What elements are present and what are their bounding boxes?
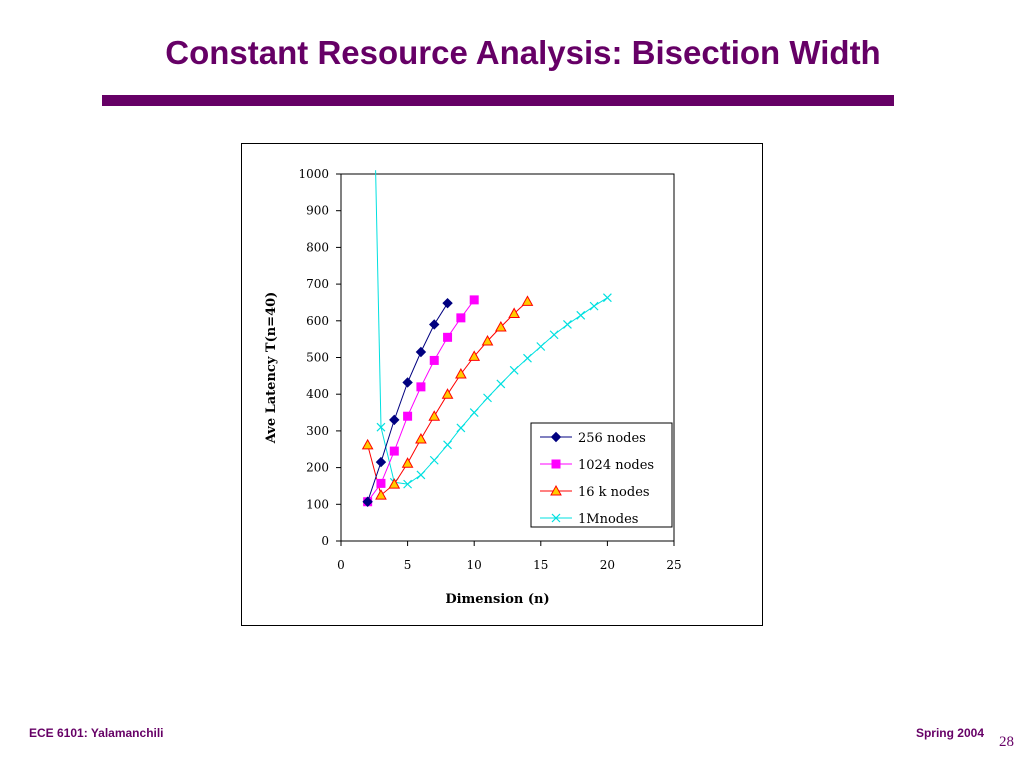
y-tick-label: 0 [321,534,329,548]
slide-title: Constant Resource Analysis: Bisection Wi… [165,34,881,71]
data-point [376,422,386,432]
data-point [362,496,373,507]
footer-course: ECE 6101: Yalamanchili [29,726,164,740]
data-point [415,346,427,358]
x-tick-label: 15 [533,558,548,572]
data-point [415,432,427,444]
data-point [441,388,454,399]
data-point [536,342,546,351]
series-16-k-nodes [361,295,534,500]
data-point [456,313,466,323]
data-point [376,478,386,488]
x-axis-label: Dimension (n) [445,592,549,607]
data-point [483,393,492,403]
data-point [402,377,413,388]
footer-term: Spring 2004 [915,726,984,740]
x-tick-label: 25 [666,558,681,572]
legend-label: 1024 nodes [578,458,654,473]
y-tick-label: 800 [306,240,329,254]
y-tick-label: 200 [306,461,329,475]
chart-frame: 0 100 200 300 400 500 600 700 800 900 1000 0 5 10 15 20… [241,143,763,626]
data-point [429,455,439,465]
x-tick-label: 20 [600,558,615,572]
data-point [389,446,399,456]
series-line [367,302,449,502]
y-axis-label: Ave Latency T(n=40) [264,292,279,445]
data-point [429,319,440,330]
y-tick-label: 700 [306,277,329,291]
data-point [416,470,426,480]
series-line [367,299,475,502]
y-tick-label: 500 [306,351,329,365]
data-point [494,321,507,332]
data-point [361,438,374,450]
x-tick-label: 0 [337,558,345,572]
y-tick-label: 100 [306,497,329,511]
data-point [469,295,479,305]
data-point [455,367,467,379]
data-point [443,332,453,342]
y-tick-label: 1000 [298,167,329,181]
data-point [523,353,532,363]
x-tick-label: 10 [467,558,482,572]
y-tick-label: 900 [306,204,329,218]
data-point [388,478,401,489]
data-point [509,365,519,375]
data-point [375,489,387,500]
legend-label: 256 nodes [578,431,646,446]
data-point [428,410,441,421]
data-point [468,350,481,361]
legend: 256 nodes 1024 nodes 16 k nodes 1Mnodes [530,422,673,528]
page-number: 28 [999,734,1014,750]
legend-marker [550,484,562,496]
legend-label: 16 k nodes [578,485,650,500]
legend-marker [551,513,561,523]
data-point [443,440,452,450]
data-point [375,456,387,468]
data-point [403,479,413,489]
legend-label: 1Mnodes [578,512,638,527]
data-point [416,382,426,392]
data-point [521,295,534,306]
data-point [456,423,466,433]
data-point [589,301,599,311]
legend-marker [551,459,561,469]
data-point [469,408,479,417]
data-point [496,379,506,389]
y-tick-label: 300 [306,424,329,438]
data-point [508,307,521,318]
x-tick-label: 5 [404,558,412,572]
data-point [481,334,494,346]
data-point [429,355,439,365]
data-point [576,310,586,320]
data-point [401,457,414,468]
title-rule [102,95,894,106]
data-point [442,297,453,309]
data-point [563,320,572,329]
data-point [602,293,612,303]
latency-chart: 0 100 200 300 400 500 600 700 800 900 1000 0 5 10 15 20… [264,167,682,607]
data-point [403,411,413,421]
data-point [389,414,400,426]
data-point [549,330,559,340]
y-tick-label: 600 [306,314,329,328]
y-tick-label: 400 [306,387,329,401]
legend-marker [550,431,562,443]
series-256-nodes [362,297,453,507]
